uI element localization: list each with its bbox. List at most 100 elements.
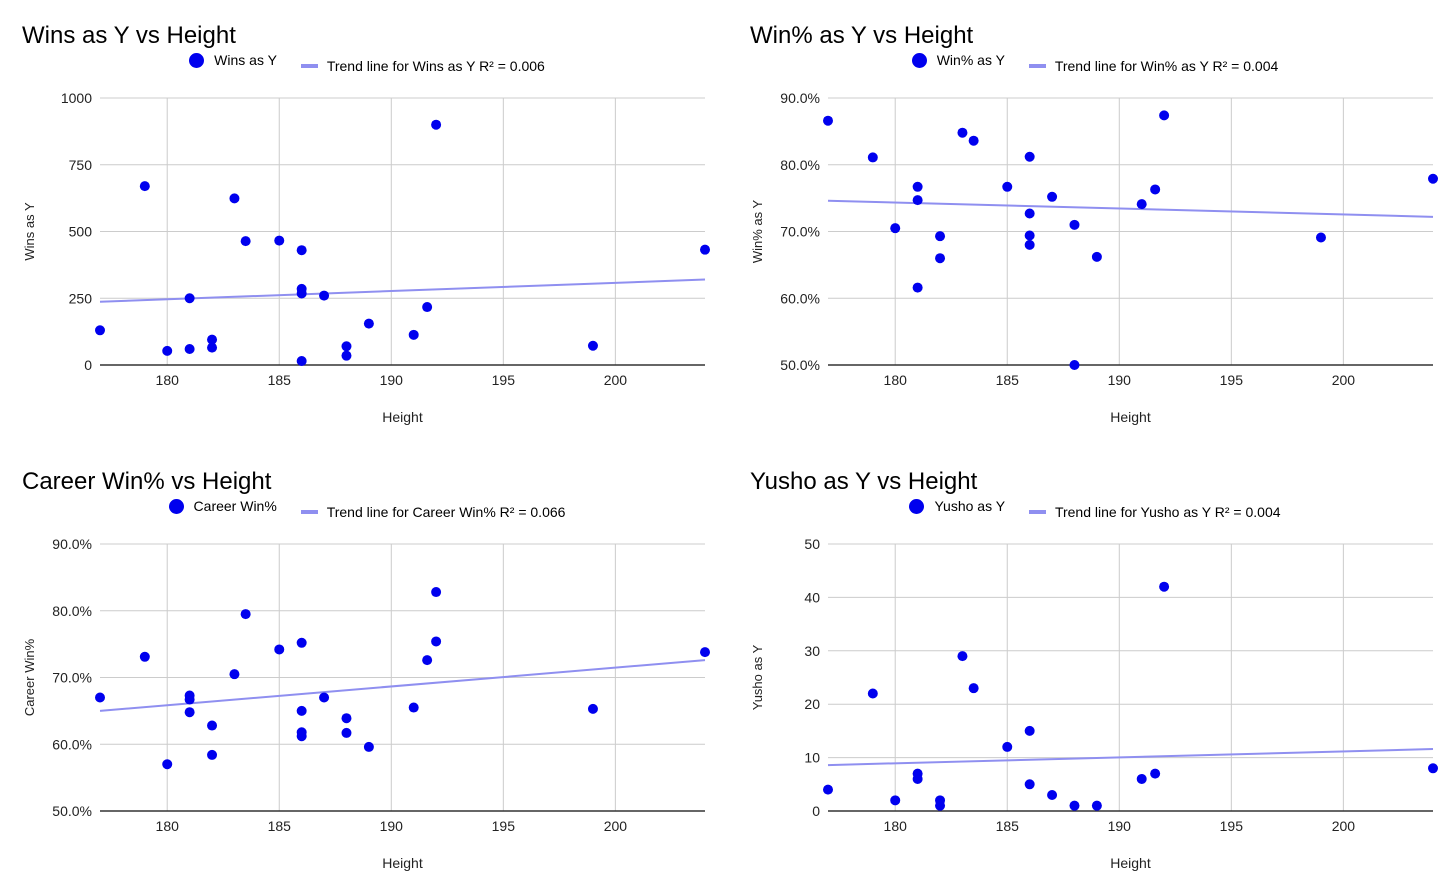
legend-line-icon: [1028, 509, 1046, 514]
data-point: [1150, 184, 1161, 195]
chart-legend: Career Win% Trend line for Career Win% R…: [22, 498, 712, 520]
data-point: [968, 683, 979, 694]
y-tick-label: 20: [804, 696, 820, 712]
data-point: [207, 334, 218, 345]
data-point: [431, 636, 442, 647]
data-point: [890, 223, 901, 234]
data-point: [867, 152, 878, 163]
data-point: [162, 759, 173, 770]
scatter-plot-career-win-pct: 50.0% 60.0% 70.0% 80.0% 90.0% 180 185 190 195 200…: [22, 536, 710, 871]
data-point: [890, 795, 901, 806]
data-point: [823, 115, 833, 126]
data-point: [341, 341, 352, 352]
legend-item-trend: Trend line for Win% as Y R² = 0.004: [1028, 58, 1278, 74]
y-tick-label: 10: [804, 750, 820, 766]
data-point: [957, 127, 968, 138]
legend-label-trend: Trend line for Career Win% R² = 0.066: [326, 503, 566, 520]
data-point: [1024, 239, 1035, 250]
legend-dot-icon: [168, 498, 184, 514]
legend-line-icon: [1028, 63, 1046, 68]
data-point: [700, 647, 710, 658]
data-point: [1024, 779, 1035, 790]
data-point: [408, 329, 419, 340]
data-point: [296, 288, 307, 299]
data-point: [1069, 360, 1080, 370]
y-tick-label: 80.0%: [780, 157, 820, 173]
chart-panel-wins: Wins as Y vs Height Wins as Y Trend line…: [22, 22, 712, 442]
data-point: [1136, 773, 1147, 784]
data-point: [823, 784, 833, 795]
x-tick-label: 185: [996, 372, 1020, 388]
chart-title: Career Win% vs Height: [22, 468, 272, 495]
x-axis-title: Height: [382, 855, 423, 871]
data-point: [184, 694, 195, 705]
data-point: [1091, 800, 1102, 811]
data-point: [700, 244, 710, 255]
y-axis-title: Wins as Y: [22, 202, 37, 261]
y-axis-title: Career Win%: [22, 638, 37, 716]
data-point: [95, 692, 105, 703]
trend-line: [99, 278, 706, 303]
data-point: [968, 135, 979, 146]
scatter-plot-wins: 0 250 500 750 1000 180 185 190 195 200 Height Wins …: [22, 90, 710, 425]
data-point: [912, 181, 923, 192]
data-point: [296, 355, 307, 366]
legend-item-points: Career Win%: [168, 498, 277, 514]
x-tick-label: 195: [1220, 372, 1244, 388]
y-tick-label: 70.0%: [780, 224, 820, 240]
legend-dot-icon: [911, 52, 927, 68]
data-point: [422, 655, 433, 666]
data-point: [229, 669, 240, 680]
x-tick-label: 200: [1332, 818, 1356, 834]
trend-line: [827, 199, 1434, 218]
data-point: [319, 692, 330, 703]
legend-line-icon: [300, 63, 318, 68]
legend-item-trend: Trend line for Wins as Y R² = 0.006: [300, 57, 545, 74]
data-point: [162, 345, 173, 356]
x-tick-label: 180: [884, 372, 908, 388]
x-tick-label: 180: [156, 372, 180, 388]
trend-line: [827, 748, 1434, 767]
data-point: [341, 727, 352, 738]
data-point: [1428, 763, 1438, 774]
chart-title: Yusho as Y vs Height: [750, 468, 978, 495]
x-tick-label: 200: [604, 818, 628, 834]
data-point: [1002, 181, 1013, 192]
data-point: [957, 651, 968, 662]
data-point: [935, 231, 946, 242]
data-point: [431, 119, 442, 130]
x-axis-title: Height: [382, 409, 423, 425]
data-point: [139, 181, 150, 192]
chart-panel-career-win-pct: Career Win% vs Height Career Win% Trend …: [22, 468, 712, 888]
x-tick-label: 180: [156, 818, 180, 834]
data-point: [207, 342, 218, 353]
data-point: [341, 713, 352, 724]
data-point: [1136, 199, 1147, 210]
y-tick-label: 750: [69, 157, 93, 173]
x-tick-label: 195: [492, 372, 516, 388]
legend-line-icon: [300, 509, 318, 514]
data-point: [1047, 191, 1058, 202]
y-tick-label: 250: [69, 290, 93, 306]
scatter-plot-win-pct: 50.0% 60.0% 70.0% 80.0% 90.0% 180 185 190 195 200…: [750, 90, 1438, 425]
data-point: [1150, 768, 1161, 779]
data-point: [341, 350, 352, 361]
data-point: [1024, 725, 1035, 736]
scatter-plot-yusho: 0 10 20 30 40 50 180 185 190 195 200 Height Yusho as…: [750, 536, 1438, 871]
data-point: [408, 702, 419, 713]
data-point: [184, 343, 195, 354]
chart-title: Win% as Y vs Height: [750, 22, 974, 49]
data-point: [95, 325, 105, 336]
data-point: [184, 707, 195, 718]
data-point: [363, 318, 374, 329]
legend-label-points: Wins as Y: [214, 52, 277, 68]
data-point: [296, 731, 307, 742]
x-tick-label: 185: [268, 372, 292, 388]
y-tick-label: 50.0%: [52, 803, 92, 819]
data-point: [1024, 151, 1035, 162]
y-tick-label: 60.0%: [52, 736, 92, 752]
data-point: [1069, 800, 1080, 811]
data-point: [1024, 208, 1035, 219]
legend-label-trend: Trend line for Wins as Y R² = 0.006: [326, 57, 545, 74]
data-point: [912, 195, 923, 206]
